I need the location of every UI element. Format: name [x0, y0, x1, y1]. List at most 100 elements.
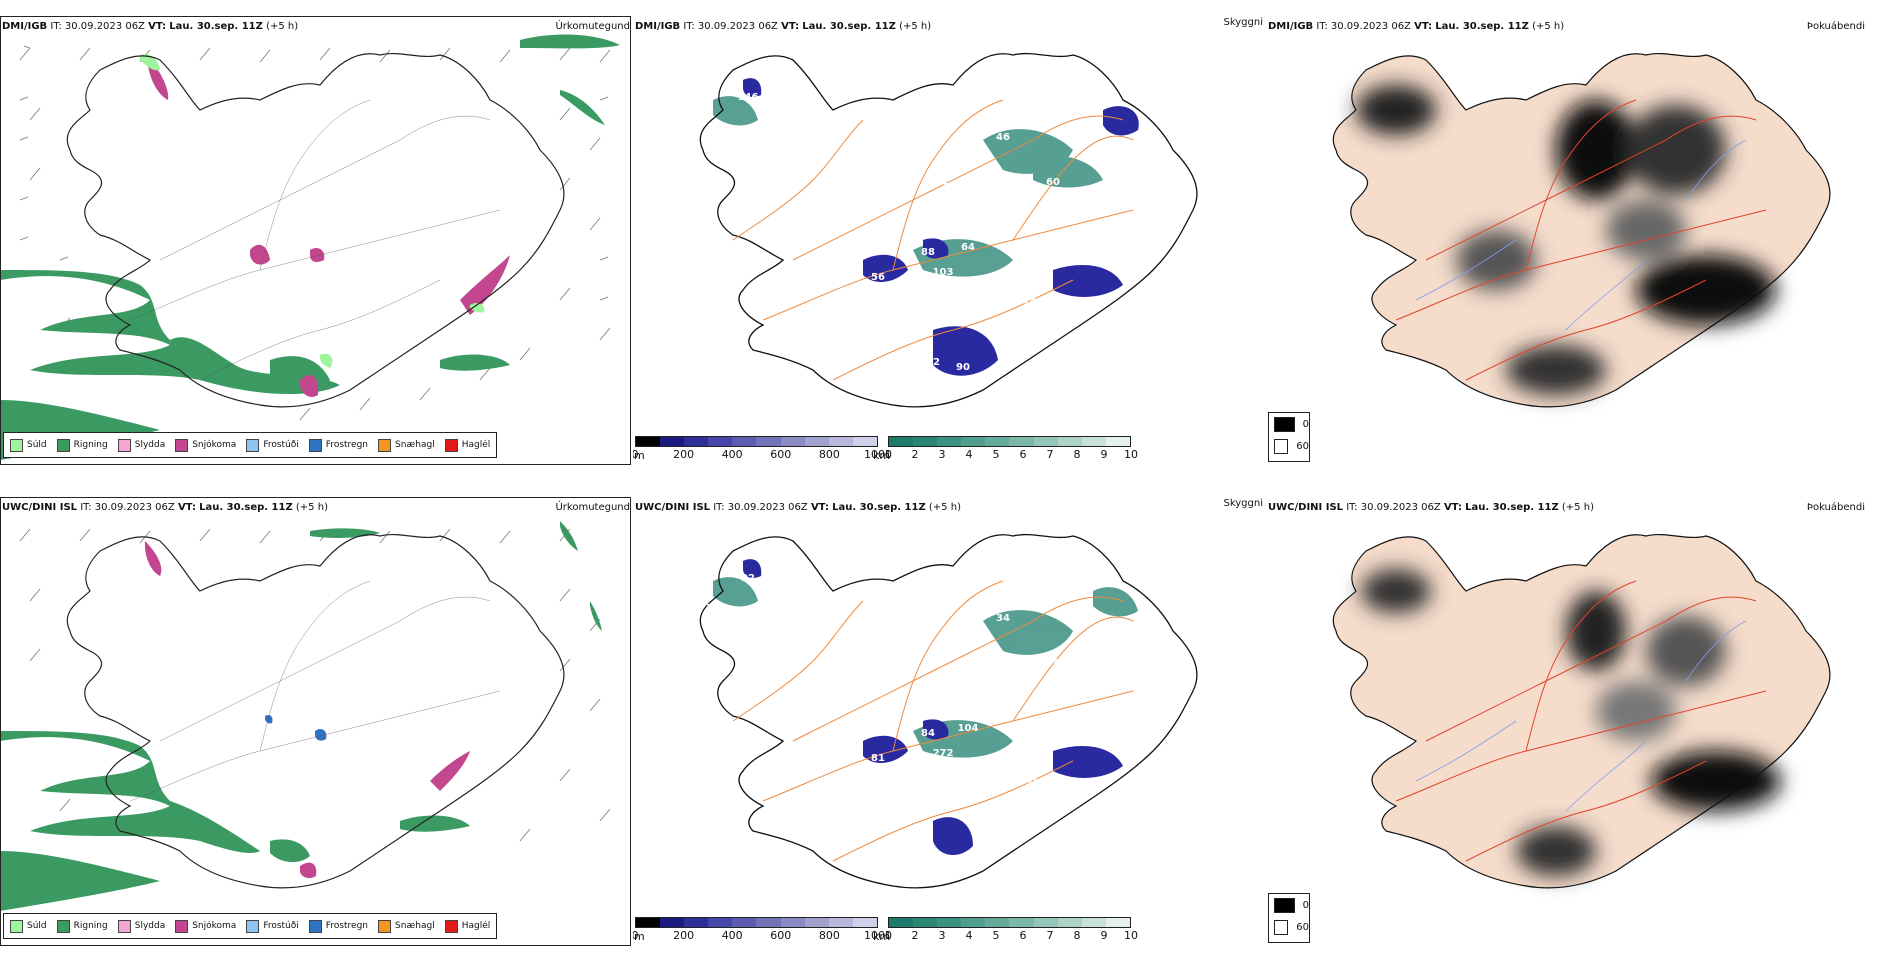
- colorbar-cell: [1081, 437, 1106, 446]
- colorbar-tick: 5: [992, 448, 1000, 461]
- legend-item-snow-pellets: Snæhagl: [378, 919, 435, 933]
- swatch-fog-0: [1274, 416, 1295, 432]
- legend-label: Frostregn: [325, 921, 369, 931]
- colorbar-cell: [828, 437, 853, 446]
- legend-item-snow-pellets: Snæhagl: [378, 438, 435, 452]
- colorbar-tick: 400: [721, 929, 743, 942]
- colorbar-tick: 2: [911, 929, 919, 942]
- vt-value: Lau. 30.sep. 11Z: [169, 21, 263, 32]
- colorbar-cell: [889, 918, 914, 927]
- swatch-hail: [444, 919, 458, 933]
- it-label: IT:: [80, 502, 92, 513]
- colorbar-cell: [1057, 437, 1082, 446]
- visibility-value-label: 84: [921, 728, 935, 739]
- colorbar-cell: [684, 918, 709, 927]
- colorbar-cell: [1033, 918, 1058, 927]
- vt-label: VT:: [177, 502, 196, 513]
- model-name: UWC/DINI ISL: [1268, 502, 1344, 513]
- colorbar-tick: 7: [1046, 929, 1054, 942]
- fog-roads: [1395, 580, 1767, 862]
- swatch-freezing-rain: [308, 919, 322, 933]
- swatch-rain: [56, 438, 70, 452]
- vt-label: VT:: [1443, 502, 1462, 513]
- colorbar-cell: [1081, 918, 1106, 927]
- legend-item-hail: Haglél: [444, 919, 490, 933]
- swatch-snow-pellets: [378, 438, 392, 452]
- vt-label: VT:: [1414, 21, 1433, 32]
- visibility-value-label: 92: [1026, 112, 1040, 123]
- visibility-value-label: 380: [963, 222, 984, 233]
- fog-dark-areas: [1361, 569, 1781, 876]
- colorbar-cell: [660, 918, 685, 927]
- colorbar-cell: [828, 918, 853, 927]
- colorbar-cell: [1105, 437, 1130, 446]
- visibility-cells: [888, 436, 1131, 447]
- model-name: DMI/IGB: [635, 21, 681, 32]
- swatch-snow-pellets: [378, 919, 392, 933]
- legend-item-hail: Haglél: [444, 438, 490, 452]
- colorbar-tick: 7: [1046, 448, 1054, 461]
- legend-label: Snjókoma: [192, 440, 237, 450]
- visibility-value-label: 92: [741, 573, 755, 584]
- iceland-coast: [66, 533, 565, 889]
- fog-title: Þokuábendi: [1806, 502, 1865, 513]
- visibility-ticks: 1 2 3 4 5 6 7 8 9 10: [885, 447, 1139, 461]
- colorbar-cell: [961, 918, 986, 927]
- vt-value: Lau. 30.sep. 11Z: [1465, 502, 1559, 513]
- fog-rivers: [1415, 139, 1747, 331]
- swatch-sleet: [117, 438, 131, 452]
- visibility-value-label: 88: [921, 247, 935, 258]
- vis-mid-areas: [713, 96, 1103, 277]
- legend-item-freezing-drizzle: Frostúði: [246, 919, 299, 933]
- colorbar-tick: 3: [938, 448, 946, 461]
- visibility-value-label: 248: [1043, 202, 1064, 213]
- fog-legend-row: 60: [1269, 916, 1309, 938]
- colorbar-cell: [913, 918, 938, 927]
- visibility-cells: [888, 917, 1131, 928]
- colorbar-tick: 2: [911, 448, 919, 461]
- colorbar-tick: 800: [818, 448, 840, 461]
- panel-title: DMI/IGB IT: 30.09.2023 06Z VT: Lau. 30.s…: [2, 21, 298, 32]
- colorbar-tick: 0: [633, 448, 639, 461]
- ceiling-colorbar: 0 200 400 600 800 1000: [633, 436, 892, 461]
- swatch-snow: [175, 919, 189, 933]
- vt-value: Lau. 30.sep. 11Z: [1435, 21, 1529, 32]
- fog-panel-row1: DMI/IGB IT: 30.09.2023 06Z VT: Lau. 30.s…: [1266, 0, 1899, 475]
- colorbar-cell: [708, 437, 733, 446]
- legend-item-rain: Rigning: [56, 919, 108, 933]
- colorbar-cell: [1009, 918, 1034, 927]
- visibility-value-label: 81: [916, 778, 930, 789]
- it-value: 30.09.2023 06Z: [1330, 21, 1411, 32]
- colorbar-tick: 200: [673, 929, 695, 942]
- colorbar-tick: 600: [770, 448, 792, 461]
- it-value: 30.09.2023 06Z: [94, 502, 175, 513]
- iceland-coast: [699, 52, 1198, 408]
- fog-legend-row: 60: [1269, 435, 1309, 457]
- colorbar-cell: [756, 918, 781, 927]
- fog-legend-label: 0: [1302, 899, 1309, 911]
- panel-title: UWC/DINI ISL IT: 30.09.2023 06Z VT: Lau.…: [2, 502, 328, 513]
- lead-time: (+5 h): [266, 21, 299, 32]
- legend-label: Súld: [27, 440, 47, 450]
- colorbar-cell: [1009, 437, 1034, 446]
- legend-item-freezing-rain: Frostregn: [308, 438, 368, 452]
- colorbar-tick: 200: [673, 448, 695, 461]
- wind-barbs: [19, 45, 611, 421]
- precip-map: [0, 34, 620, 460]
- snow-areas: [145, 541, 470, 879]
- visibility-value-label: 146: [738, 92, 759, 103]
- legend-label: Snæhagl: [395, 921, 435, 931]
- precip-title: Úrkomutegund: [555, 21, 630, 32]
- colorbar-cell: [732, 918, 757, 927]
- visibility-value-label: 58: [936, 207, 950, 218]
- vis-title: Skyggni: [1223, 498, 1263, 509]
- visibility-colorbar: 1 2 3 4 5 6 7 8 9 10: [885, 917, 1138, 942]
- lead-time: (+5 h): [1561, 502, 1594, 513]
- legend-item-snow: Snjókoma: [175, 438, 237, 452]
- visibility-value-label: 46: [996, 132, 1010, 143]
- colorbar-tick: 8: [1073, 448, 1081, 461]
- ceiling-colorbar: 0 200 400 600 800 1000: [633, 917, 892, 942]
- legend-item-sleet: Slydda: [117, 919, 165, 933]
- it-value: 30.09.2023 06Z: [64, 21, 145, 32]
- swatch-freezing-drizzle: [246, 919, 260, 933]
